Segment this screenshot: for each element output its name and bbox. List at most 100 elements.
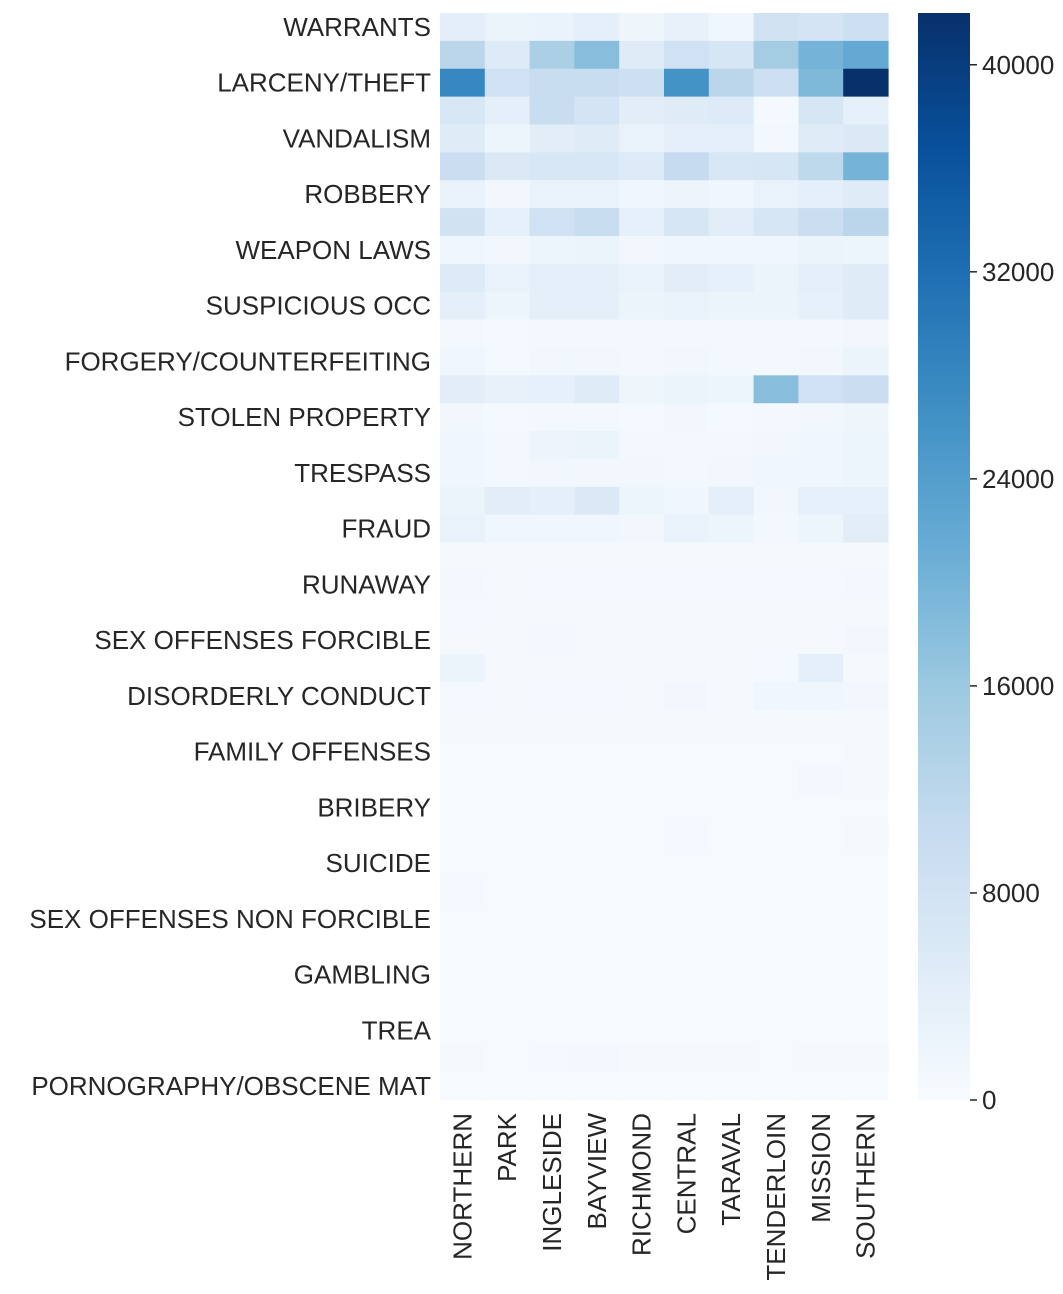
heatmap-cell [708, 877, 755, 906]
heatmap-cell [440, 681, 486, 711]
heatmap-cell [708, 13, 755, 42]
heatmap-cell [484, 1072, 531, 1101]
heatmap-cell [484, 570, 531, 599]
heatmap-cell [440, 319, 486, 349]
y-tick-label: PORNOGRAPHY/OBSCENE MAT [31, 1071, 431, 1101]
heatmap-cell [664, 598, 710, 627]
heatmap-cell [664, 235, 710, 265]
heatmap-cell [664, 514, 710, 544]
heatmap-cell [843, 291, 889, 321]
heatmap-cell [440, 514, 486, 544]
y-tick-label: FAMILY OFFENSES [194, 737, 431, 767]
heatmap-cell [664, 654, 710, 683]
x-tick-label: BAYVIEW [582, 1113, 612, 1230]
x-tick-label: MISSION [806, 1113, 836, 1223]
heatmap-cell [484, 654, 531, 683]
heatmap-cell [753, 347, 799, 376]
heatmap-cell [708, 235, 755, 265]
heatmap-cell [574, 486, 620, 516]
heatmap-cell [753, 737, 799, 767]
heatmap-cell [529, 263, 575, 293]
x-axis-labels: NORTHERN PARK INGLESIDE BAYVIEW RICHMOND CENT… [447, 1112, 880, 1280]
heatmap-cell [708, 960, 755, 990]
heatmap-cell [664, 375, 710, 404]
y-tick-label: VANDALISM [283, 123, 431, 153]
heatmap-cell [843, 681, 889, 711]
heatmap-cell [484, 988, 531, 1017]
heatmap-cell [843, 904, 889, 934]
heatmap-cell [619, 40, 665, 70]
heatmap-cell [664, 486, 710, 516]
heatmap-cell [574, 319, 620, 349]
heatmap-cell [619, 988, 665, 1017]
heatmap-cell [798, 96, 844, 126]
colorbar-tick-label: 8000 [982, 878, 1040, 908]
heatmap-cell [529, 765, 575, 795]
heatmap-cell [529, 319, 575, 349]
heatmap-cell [843, 514, 889, 544]
heatmap-cell [708, 570, 755, 599]
heatmap-cell [619, 124, 665, 153]
heatmap-cell [619, 570, 665, 599]
heatmap-cell [708, 1072, 755, 1101]
heatmap-cell [529, 96, 575, 126]
heatmap-cell [708, 598, 755, 627]
heatmap-cell [753, 319, 799, 349]
heatmap-cell [843, 431, 889, 460]
heatmap-cell [440, 1016, 486, 1045]
heatmap-cell [708, 375, 755, 404]
heatmap-cell [753, 403, 799, 432]
heatmap-cell [440, 821, 486, 850]
heatmap-cell [843, 180, 889, 209]
heatmap-cell [708, 152, 755, 181]
heatmap-cell [798, 403, 844, 432]
heatmap-cell [708, 626, 755, 655]
heatmap-cell [529, 347, 575, 376]
heatmap-cell [753, 988, 799, 1017]
y-tick-label: FRAUD [341, 514, 431, 544]
heatmap-cell [440, 40, 486, 70]
heatmap-cell [619, 458, 665, 488]
heatmap-cell [708, 988, 755, 1017]
heatmap-cell [843, 40, 889, 70]
heatmap-cell [484, 152, 531, 181]
heatmap-cell [574, 375, 620, 404]
heatmap-cell [619, 709, 665, 739]
heatmap-cell [664, 347, 710, 376]
heatmap-cell [440, 626, 486, 655]
heatmap-cell [484, 626, 531, 655]
heatmap-cell [798, 40, 844, 70]
heatmap-cell [708, 431, 755, 460]
heatmap-cell [574, 1044, 620, 1073]
heatmap-cell [484, 821, 531, 850]
heatmap-cell [843, 152, 889, 181]
heatmap-cell [708, 654, 755, 683]
heatmap-cell [753, 208, 799, 237]
x-tick-label: SOUTHERN [851, 1113, 881, 1259]
y-tick-label: WEAPON LAWS [235, 235, 431, 265]
heatmap-cell [664, 124, 710, 153]
heatmap-cell [619, 765, 665, 795]
y-tick-label: FORGERY/COUNTERFEITING [65, 346, 431, 376]
heatmap-cell [619, 291, 665, 321]
heatmap-cell [843, 737, 889, 767]
heatmap-cell [753, 68, 799, 98]
heatmap-cell [798, 988, 844, 1017]
heatmap-cell [484, 347, 531, 376]
heatmap-cell [798, 431, 844, 460]
heatmap-cell [529, 877, 575, 906]
heatmap-cell [798, 765, 844, 795]
heatmap-cell [574, 626, 620, 655]
heatmap-cell [798, 904, 844, 934]
heatmap-cell [753, 291, 799, 321]
heatmap-cell [843, 821, 889, 850]
heatmap-cell [484, 904, 531, 934]
heatmap-cell [708, 124, 755, 153]
heatmap-cell [753, 458, 799, 488]
heatmap-cell [619, 375, 665, 404]
heatmap-cell [798, 709, 844, 739]
heatmap-cell [574, 598, 620, 627]
heatmap-cell [798, 654, 844, 683]
heatmap-cell [529, 180, 575, 209]
heatmap-cell [440, 403, 486, 432]
